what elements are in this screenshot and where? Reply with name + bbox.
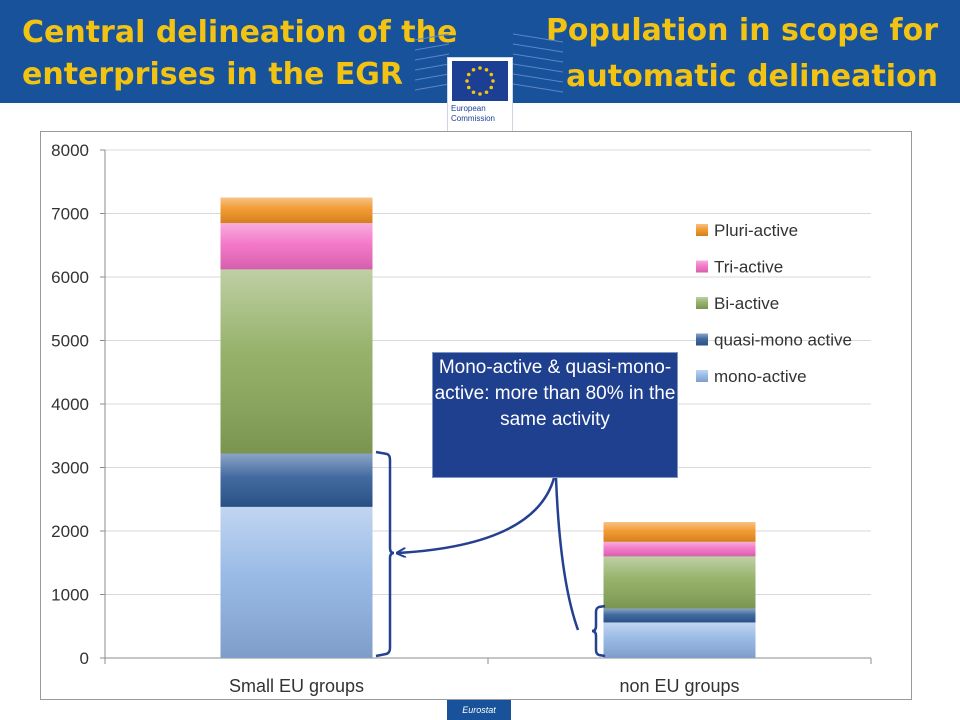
header-banner: Central delineation of the enterprises i… (0, 0, 960, 103)
legend-swatch-sheen (696, 224, 708, 236)
legend-label: quasi-mono active (714, 331, 852, 350)
eu-flag-icon (452, 61, 508, 101)
eu-star-icon (466, 72, 471, 77)
logo-line-1: European (451, 104, 486, 113)
building-decoration-left (415, 33, 449, 91)
bar-segment-sheen (603, 622, 756, 658)
bar-segment-sheen (220, 223, 373, 270)
eu-star-icon (478, 66, 482, 70)
x-category-label: non EU groups (619, 676, 739, 696)
bar-segment-sheen (603, 608, 756, 623)
eu-stars-icon (465, 66, 495, 96)
legend-label: Bi-active (714, 294, 779, 313)
legend-swatch-sheen (696, 297, 708, 309)
bar-segment-sheen (220, 453, 373, 507)
legend-swatch-sheen (696, 260, 708, 273)
eu-star-icon (489, 72, 494, 77)
logo-line-2: Commission (451, 114, 496, 123)
eu-star-icon (489, 85, 494, 90)
footer-source: Eurostat (447, 700, 511, 720)
eu-star-icon (471, 67, 476, 72)
y-tick-label: 1000 (51, 586, 89, 605)
eu-star-icon (465, 79, 469, 83)
eu-star-icon (466, 85, 471, 90)
legend-label: Pluri-active (714, 221, 798, 240)
bar-segment-sheen (220, 197, 373, 224)
y-tick-label: 4000 (51, 395, 89, 414)
legend-swatch-sheen (696, 370, 708, 382)
y-tick-label: 2000 (51, 522, 89, 541)
y-tick-label: 6000 (51, 268, 89, 287)
page-title: Central delineation of the enterprises i… (22, 15, 458, 92)
logo-text: European Commission (451, 104, 511, 124)
bar-segment-sheen (603, 541, 756, 557)
legend-label: Tri-active (714, 258, 783, 277)
bar-segment-sheen (603, 522, 756, 542)
building-decoration-right (513, 33, 563, 93)
legend-swatch-sheen (696, 333, 708, 346)
eu-star-icon (471, 90, 476, 95)
eu-star-icon (491, 79, 495, 83)
eu-star-icon (484, 90, 489, 95)
y-tick-label: 7000 (51, 205, 89, 224)
bar-segment-sheen (220, 269, 373, 454)
legend-label: mono-active (714, 367, 807, 386)
page-subtitle: Population in scope for automatic deline… (545, 13, 938, 94)
x-category-label: Small EU groups (229, 676, 364, 696)
bar-segment-sheen (603, 556, 756, 609)
bar-segment-sheen (220, 506, 373, 658)
eu-star-icon (484, 67, 489, 72)
y-tick-label: 0 (80, 649, 89, 668)
eu-star-icon (478, 92, 482, 96)
callout-text: Mono-active & quasi-mono-active: more th… (434, 357, 676, 430)
y-tick-label: 5000 (51, 332, 89, 351)
stacked-bar-chart: 0 1000 2000 3000 4000 5000 6000 7000 8000 Small E… (51, 141, 872, 696)
european-commission-logo: European Commission (447, 57, 513, 133)
callout-box: Mono-active & quasi-mono-active: more th… (432, 352, 678, 478)
y-tick-label: 8000 (51, 141, 89, 160)
y-tick-label: 3000 (51, 459, 89, 478)
